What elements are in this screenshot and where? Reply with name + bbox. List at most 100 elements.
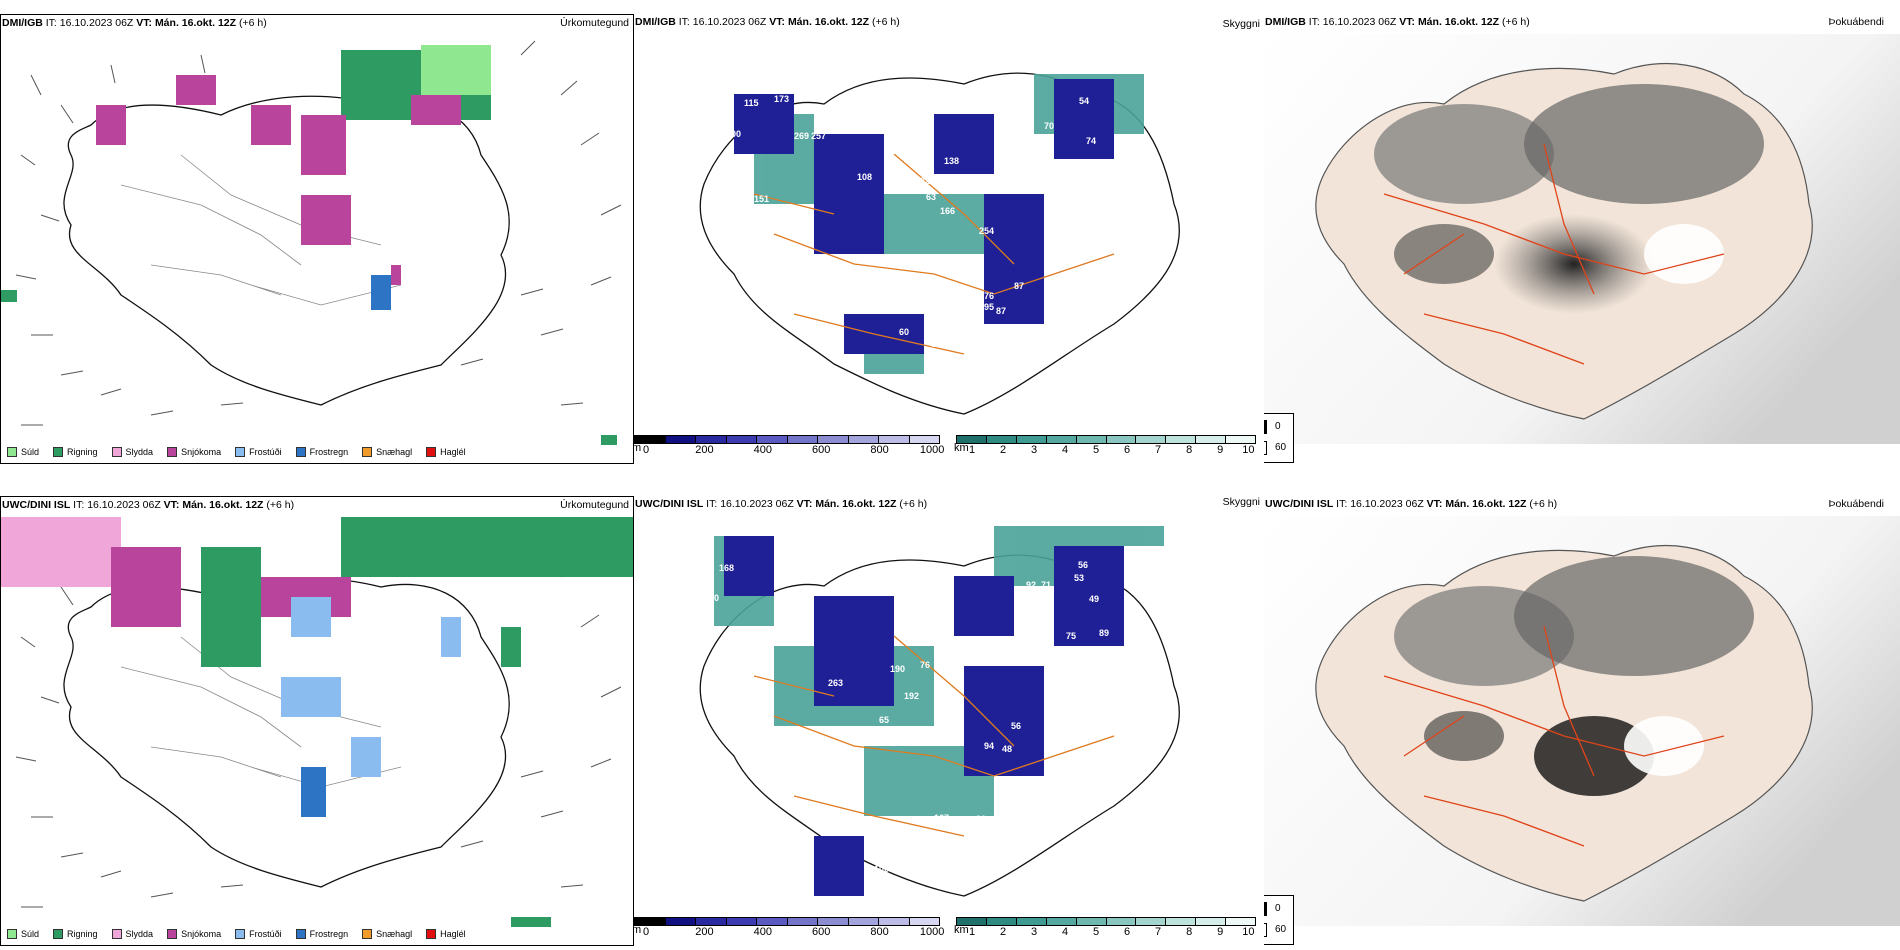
panel-title: Skyggni [1222, 18, 1260, 30]
colorbar-cell [1166, 436, 1197, 443]
cloud-label: 60 [899, 327, 909, 337]
panel-title: Þokuábendi [1828, 498, 1884, 510]
panel-title: Úrkomutegund [560, 499, 629, 511]
panel-header: DMI/IGB IT: 16.10.2023 06Z VT: Mán. 16.o… [1265, 16, 1530, 28]
colorbar-cell [1076, 918, 1107, 925]
cloud-label: 212 [769, 76, 784, 86]
tick: 7 [1155, 926, 1162, 938]
colorbar-cell [848, 918, 879, 925]
colorbar-cell [1046, 436, 1077, 443]
cloud-label: 82 [920, 176, 930, 186]
cloud-label: 58 [882, 881, 892, 891]
cloud-label: 100 [874, 864, 889, 874]
fog-panel-top: DMI/IGB IT: 16.10.2023 06Z VT: Mán. 16.o… [1264, 14, 1900, 464]
tick: 200 [695, 444, 714, 456]
cloud-label: 94 [984, 741, 994, 751]
fog-legend-label: 60 [1275, 924, 1287, 935]
fog-legend-label: 60 [1275, 442, 1287, 453]
cloud-label: 140 [893, 146, 908, 156]
legend-item: Snjókoma [167, 447, 221, 457]
tick: 800 [870, 444, 889, 456]
legend-item: Snjókoma [167, 929, 221, 939]
precip-legend: Súld Rigning Slydda Snjókoma Frostúði Fr… [7, 447, 466, 457]
colorbar-cell [635, 918, 666, 925]
colorbar-cell [1106, 436, 1137, 443]
legend-item: Haglél [426, 447, 466, 457]
legend-item: Haglél [426, 929, 466, 939]
cloud-label: 70 [1044, 121, 1054, 131]
legend-item: Rigning [53, 447, 98, 457]
visibility-map: 56 53 49 71 92 89 168 200 53 77 76 190 2… [699, 526, 1180, 897]
cloud-label: 101 [890, 256, 905, 266]
colorbar-cell [726, 918, 757, 925]
legend-swatch [167, 447, 178, 457]
fog-legend-swatch [1264, 902, 1267, 916]
iceland-outline [63, 95, 510, 406]
panel-header: DMI/IGB IT: 16.10.2023 06Z VT: Mán. 16.o… [635, 16, 900, 28]
cloud-label: 166 [940, 206, 955, 216]
cloud-label: 88 [880, 278, 890, 288]
legend-item: Frostregn [295, 929, 348, 939]
legend-item: Frostregn [295, 447, 348, 457]
cloud-label: 87 [996, 306, 1006, 316]
tick: 600 [812, 444, 831, 456]
cloud-label: 195 [979, 302, 994, 312]
cloud-label: 192 [904, 691, 919, 701]
cloud-label: 269 [794, 131, 809, 141]
roads [753, 635, 1115, 837]
visibility-colorbar: 1 2 3 4 5 6 7 8 9 10 km [954, 917, 1256, 938]
colorbar-cell [787, 436, 818, 443]
cloud-label: 57 [1139, 623, 1149, 633]
colorbar-ramp [634, 917, 940, 926]
tick: 10 [1242, 926, 1255, 938]
fog-map [1264, 516, 1900, 926]
cloud-label: 168 [719, 563, 734, 573]
colorbar-cell [787, 918, 818, 925]
colorbar-cell [1076, 436, 1107, 443]
tick: 8 [1186, 926, 1193, 938]
precip-map [1, 517, 633, 927]
legend-item: Snæhagl [362, 929, 412, 939]
colorbar-unit: km [954, 924, 969, 936]
panel-header: UWC/DINI ISL IT: 16.10.2023 06Z VT: Mán.… [2, 499, 295, 511]
cloud-label: 75 [1066, 631, 1076, 641]
visibility-colorbar: 1 2 3 4 5 6 7 8 9 10 km [954, 435, 1256, 456]
colorbar-ticks: 0 200 400 600 800 1000 [642, 444, 944, 456]
cloud-label: 73 [940, 695, 950, 705]
legend-swatch [167, 929, 178, 939]
cloud-base-labels: 54 74 70 115 173 143 126 212 269 257 200… [726, 76, 1115, 349]
colorbar-cell [696, 918, 727, 925]
tick: 2 [999, 444, 1007, 456]
panel-title: Þokuábendi [1828, 16, 1884, 28]
legend-swatch [111, 929, 122, 939]
tick: 0 [642, 444, 650, 456]
colorbar-ticks: 0 200 400 600 800 1000 [643, 926, 944, 938]
colorbar-cell [1226, 436, 1256, 443]
tick: 9 [1217, 926, 1224, 938]
precip-areas [1, 45, 617, 445]
legend-swatch [362, 929, 373, 939]
legend-swatch [295, 929, 306, 939]
colorbar-cell [665, 918, 696, 925]
legend-item: Slydda [111, 929, 153, 939]
roads [120, 154, 402, 306]
legend-swatch [7, 929, 17, 939]
cloud-label: 90 [1046, 228, 1056, 238]
fog-legend-swatch [1264, 923, 1267, 937]
precip-panel-top: DMI/IGB IT: 16.10.2023 06Z VT: Mán. 16.o… [0, 14, 634, 464]
colorbar-cell [665, 436, 696, 443]
legend-item: Frostúði [235, 929, 282, 939]
legend-swatch [53, 447, 64, 457]
colorbar-cell [1106, 918, 1137, 925]
fog-map [1264, 34, 1900, 444]
colorbar-cell [1016, 436, 1047, 443]
cloud-base-areas [734, 79, 1114, 354]
precip-map [1, 40, 622, 445]
cloud-label: 70 [1046, 661, 1056, 671]
legend-item: Súld [7, 447, 39, 457]
cloud-base-colorbar: 0 200 400 600 800 1000 m [634, 917, 944, 938]
colorbar-ramp [956, 435, 1256, 444]
tick: 400 [753, 926, 772, 938]
colorbar-cell [909, 918, 939, 925]
tick: 9 [1217, 444, 1224, 456]
